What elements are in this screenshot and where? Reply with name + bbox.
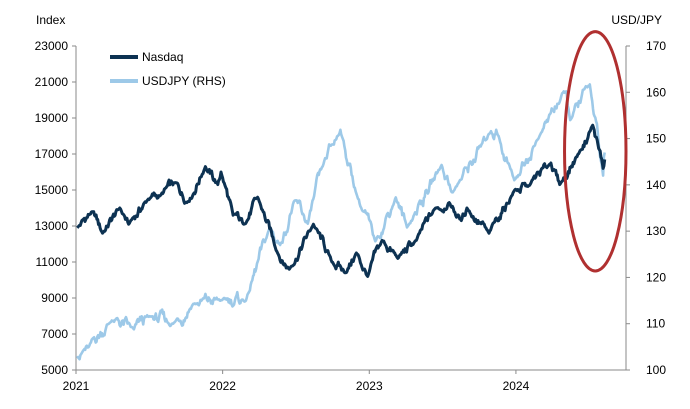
right-axis-ticks: 100 110 120 130 140 150 160 170 — [626, 39, 666, 377]
x-tick-label: 2023 — [356, 379, 383, 393]
right-tick-label: 140 — [646, 178, 666, 192]
left-tick-label: 15000 — [35, 183, 69, 197]
x-tick-label: 2022 — [209, 379, 236, 393]
legend-label-nasdaq: Nasdaq — [142, 50, 183, 64]
left-tick-label: 21000 — [35, 75, 69, 89]
annotations — [563, 30, 628, 273]
series-line-usdjpy — [76, 83, 606, 361]
left-tick-label: 23000 — [35, 39, 69, 53]
right-tick-label: 130 — [646, 224, 666, 238]
left-tick-label: 13000 — [35, 219, 69, 233]
right-axis-title: USD/JPY — [611, 13, 662, 27]
legend-label-usdjpy: USDJPY (RHS) — [142, 74, 226, 88]
x-tick-label: 2021 — [63, 379, 90, 393]
left-tick-label: 11000 — [36, 255, 69, 269]
right-tick-label: 170 — [646, 39, 666, 53]
x-axis-ticks: 2021 2022 2023 2024 — [63, 370, 530, 393]
series-line-nasdaq — [76, 123, 607, 278]
left-tick-label: 19000 — [35, 111, 69, 125]
legend: Nasdaq USDJPY (RHS) — [110, 50, 226, 88]
left-tick-label: 5000 — [41, 363, 68, 377]
left-tick-label: 7000 — [41, 327, 68, 341]
left-tick-label: 9000 — [41, 291, 68, 305]
right-tick-label: 150 — [646, 132, 666, 146]
highlight-ellipse — [563, 30, 628, 273]
left-axis-ticks: 5000 7000 9000 11000 13000 15000 17000 19000 210… — [35, 39, 76, 377]
x-tick-label: 2024 — [503, 379, 530, 393]
left-axis-title: Index — [36, 13, 65, 27]
series-lines — [76, 83, 607, 361]
right-tick-label: 100 — [646, 363, 666, 377]
right-tick-label: 110 — [646, 317, 665, 331]
right-tick-label: 160 — [646, 85, 666, 99]
right-tick-label: 120 — [646, 270, 666, 284]
left-tick-label: 17000 — [35, 147, 69, 161]
